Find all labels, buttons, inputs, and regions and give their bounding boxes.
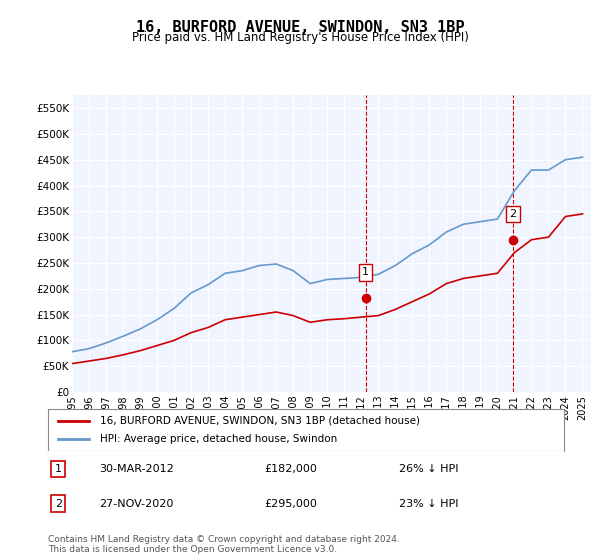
Text: 1: 1 — [362, 267, 369, 277]
Text: 16, BURFORD AVENUE, SWINDON, SN3 1BP: 16, BURFORD AVENUE, SWINDON, SN3 1BP — [136, 20, 464, 35]
Text: 16, BURFORD AVENUE, SWINDON, SN3 1BP (detached house): 16, BURFORD AVENUE, SWINDON, SN3 1BP (de… — [100, 416, 419, 426]
Text: 23% ↓ HPI: 23% ↓ HPI — [399, 499, 458, 508]
Text: £182,000: £182,000 — [265, 464, 317, 474]
Text: 2: 2 — [55, 499, 62, 508]
Text: 1: 1 — [55, 464, 62, 474]
Text: 27-NOV-2020: 27-NOV-2020 — [100, 499, 174, 508]
Text: 2: 2 — [509, 209, 516, 219]
Text: HPI: Average price, detached house, Swindon: HPI: Average price, detached house, Swin… — [100, 434, 337, 444]
Text: £295,000: £295,000 — [265, 499, 317, 508]
Text: Contains HM Land Registry data © Crown copyright and database right 2024.
This d: Contains HM Land Registry data © Crown c… — [48, 535, 400, 554]
Text: 30-MAR-2012: 30-MAR-2012 — [100, 464, 175, 474]
Text: Price paid vs. HM Land Registry's House Price Index (HPI): Price paid vs. HM Land Registry's House … — [131, 31, 469, 44]
Text: 26% ↓ HPI: 26% ↓ HPI — [399, 464, 458, 474]
